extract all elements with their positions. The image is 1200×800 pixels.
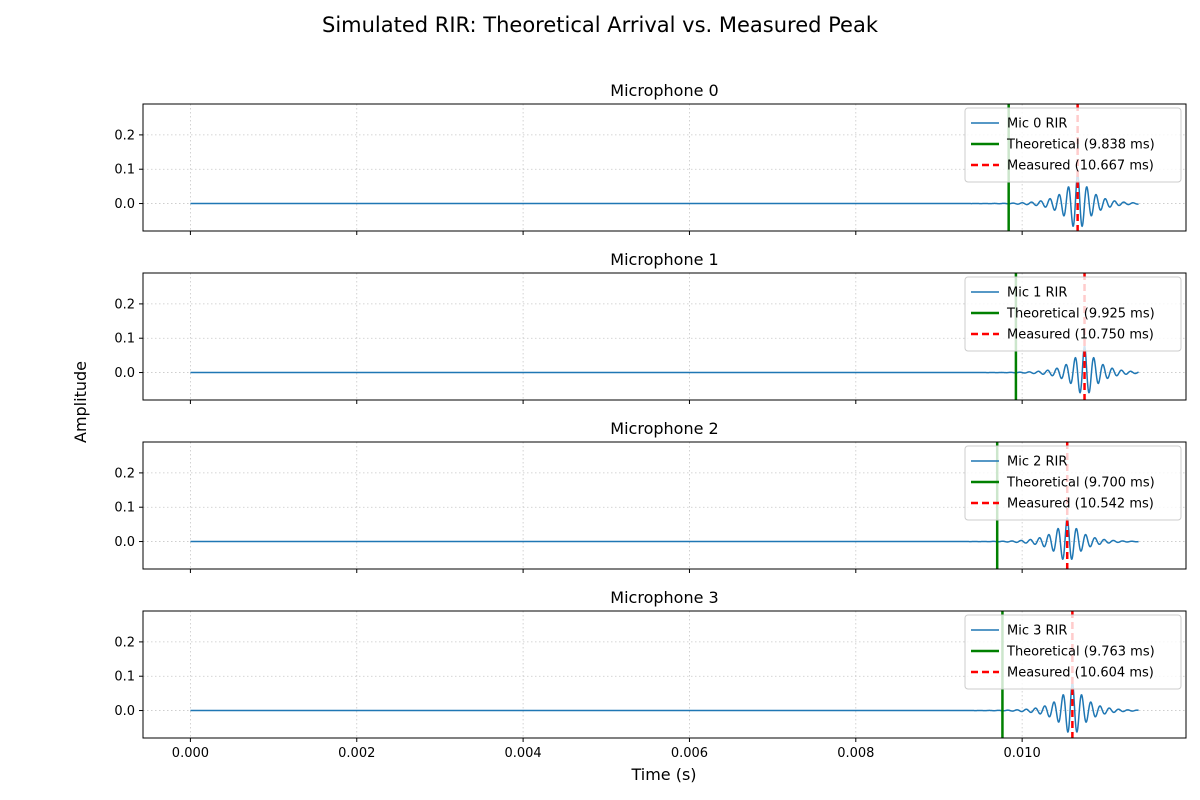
x-tick-label: 0.000 bbox=[172, 746, 209, 761]
rir-signal-line bbox=[190, 344, 1139, 394]
legend-label: Mic 3 RIR bbox=[1007, 624, 1067, 639]
legend-box bbox=[964, 614, 1182, 690]
subplot-microphone-0: Microphone 0 0.0 0.1 0.2 Mic 0 RIR Theoretica… bbox=[114, 81, 1187, 235]
legend-label: Measured (10.604 ms) bbox=[1007, 666, 1154, 681]
legend-box bbox=[964, 107, 1182, 183]
legend-label: Measured (10.667 ms) bbox=[1007, 159, 1154, 174]
rir-signal-line bbox=[190, 681, 1139, 733]
y-axis-label: Amplitude bbox=[71, 361, 90, 443]
legend-label: Theoretical (9.838 ms) bbox=[1006, 138, 1155, 153]
rir-signal-line bbox=[190, 172, 1139, 228]
y-tick-label: 0.2 bbox=[114, 466, 135, 481]
y-tick-label: 0.0 bbox=[114, 704, 135, 719]
subplot-title: Microphone 0 bbox=[610, 81, 718, 100]
legend-label: Measured (10.750 ms) bbox=[1007, 328, 1154, 343]
x-tick-label: 0.006 bbox=[671, 746, 708, 761]
x-axis-label: Time (s) bbox=[630, 765, 696, 784]
legend-label: Theoretical (9.763 ms) bbox=[1006, 645, 1155, 660]
y-tick-label: 0.1 bbox=[114, 501, 135, 516]
y-tick-label: 0.2 bbox=[114, 128, 135, 143]
axes-frame bbox=[142, 441, 1187, 570]
x-tick-label: 0.004 bbox=[504, 746, 541, 761]
legend-label: Theoretical (9.925 ms) bbox=[1006, 307, 1155, 322]
legend: Mic 1 RIR Theoretical (9.925 ms) Measured … bbox=[964, 276, 1182, 352]
x-tick-label: 0.008 bbox=[837, 746, 874, 761]
y-tick-label: 0.0 bbox=[114, 366, 135, 381]
y-tick-label: 0.1 bbox=[114, 332, 135, 347]
legend-label: Theoretical (9.700 ms) bbox=[1006, 476, 1155, 491]
figure-title: Simulated RIR: Theoretical Arrival vs. M… bbox=[322, 13, 879, 37]
subplot-panels: Microphone 0 0.0 0.1 0.2 Mic 0 RIR Theoretica… bbox=[114, 81, 1187, 761]
x-tick-label: 0.002 bbox=[338, 746, 375, 761]
subplot-microphone-3: Microphone 3 0.0 0.1 0.2 0.000 0.002 0.004 0.00… bbox=[114, 588, 1187, 761]
legend-label: Measured (10.542 ms) bbox=[1007, 497, 1154, 512]
y-tick-label: 0.1 bbox=[114, 670, 135, 685]
legend-label: Mic 1 RIR bbox=[1007, 286, 1067, 301]
subplot-title: Microphone 1 bbox=[610, 250, 718, 269]
subplot-title: Microphone 3 bbox=[610, 588, 718, 607]
rir-signal-line bbox=[190, 517, 1139, 561]
y-tick-label: 0.0 bbox=[114, 535, 135, 550]
y-tick-label: 0.2 bbox=[114, 635, 135, 650]
legend-label: Mic 0 RIR bbox=[1007, 117, 1067, 132]
axes-frame bbox=[142, 610, 1187, 739]
y-tick-label: 0.0 bbox=[114, 197, 135, 212]
subplot-title: Microphone 2 bbox=[610, 419, 718, 438]
legend: Mic 2 RIR Theoretical (9.700 ms) Measured … bbox=[964, 445, 1182, 521]
legend-label: Mic 2 RIR bbox=[1007, 455, 1067, 470]
axes-frame bbox=[142, 103, 1187, 232]
subplot-microphone-2: Microphone 2 0.0 0.1 0.2 Mic 2 RIR Theoretica… bbox=[114, 419, 1187, 573]
legend: Mic 3 RIR Theoretical (9.763 ms) Measured … bbox=[964, 614, 1182, 690]
subplot-microphone-1: Microphone 1 0.0 0.1 0.2 Mic 1 RIR Theoretica… bbox=[114, 250, 1187, 404]
legend-box bbox=[964, 445, 1182, 521]
y-tick-label: 0.2 bbox=[114, 297, 135, 312]
legend-box bbox=[964, 276, 1182, 352]
y-tick-label: 0.1 bbox=[114, 163, 135, 178]
x-tick-label: 0.010 bbox=[1004, 746, 1041, 761]
axes-frame bbox=[142, 272, 1187, 401]
legend: Mic 0 RIR Theoretical (9.838 ms) Measured … bbox=[964, 107, 1182, 183]
